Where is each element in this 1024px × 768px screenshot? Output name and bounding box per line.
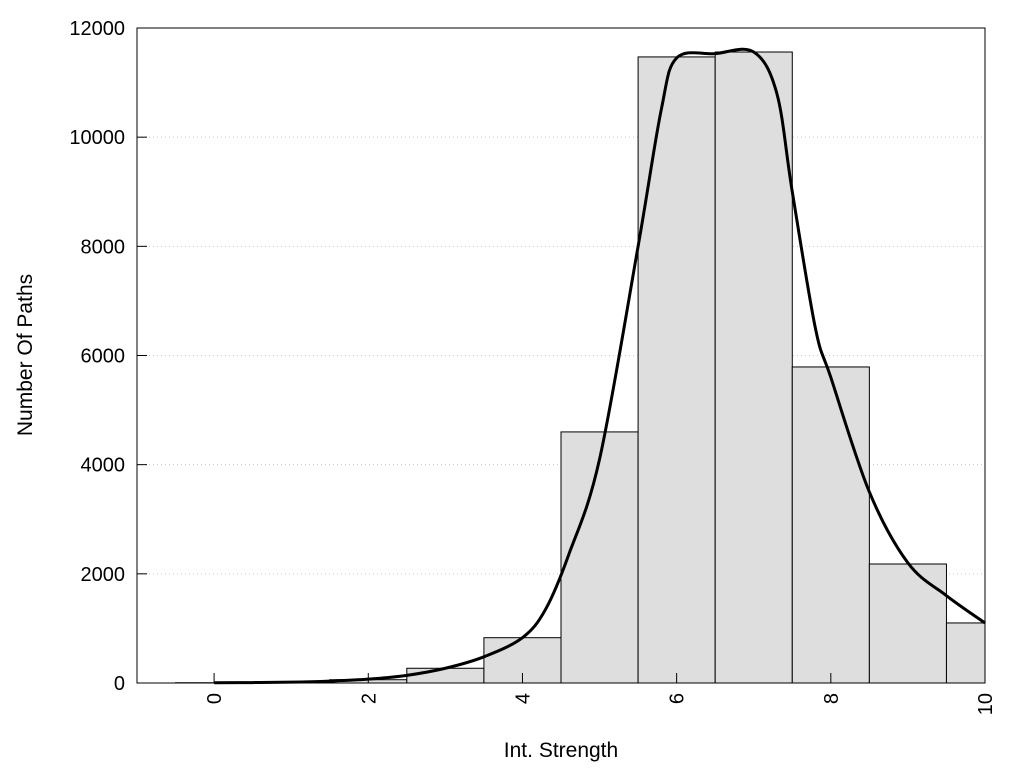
y-tick-label: 0 bbox=[114, 673, 125, 695]
fit-curve-line bbox=[214, 47, 986, 685]
histogram-bar bbox=[406, 667, 485, 684]
histogram-bar bbox=[637, 56, 716, 684]
x-tick-label: 2 bbox=[358, 693, 380, 704]
histogram-bar bbox=[791, 366, 870, 684]
x-tick-label: 10 bbox=[975, 693, 997, 715]
y-tick-label: 4000 bbox=[81, 455, 126, 477]
y-tick-label: 2000 bbox=[81, 564, 126, 586]
histogram-bar bbox=[868, 563, 947, 684]
x-axis-ticks: 0 2 4 6 8 10 bbox=[204, 673, 997, 715]
histogram-bar bbox=[945, 622, 986, 684]
x-tick-label: 4 bbox=[512, 693, 534, 704]
x-tick-label: 8 bbox=[821, 693, 843, 704]
y-axis-ticks: 0 2000 4000 6000 8000 10000 12000 bbox=[69, 18, 147, 695]
x-tick-label: 6 bbox=[667, 693, 689, 704]
x-tick-label: 0 bbox=[204, 693, 226, 704]
x-axis-title: Int. Strength bbox=[504, 739, 618, 762]
histogram-bar bbox=[714, 51, 793, 684]
fit-curve bbox=[214, 47, 986, 685]
histogram-bars bbox=[175, 51, 986, 684]
y-tick-label: 12000 bbox=[69, 18, 125, 40]
y-axis-title: Number Of Paths bbox=[14, 274, 37, 436]
y-tick-label: 10000 bbox=[69, 127, 125, 149]
y-tick-label: 6000 bbox=[81, 346, 126, 368]
histogram-bar bbox=[560, 431, 639, 684]
y-tick-label: 8000 bbox=[81, 236, 126, 258]
